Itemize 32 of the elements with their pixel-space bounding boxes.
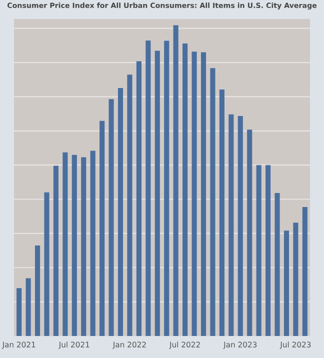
bar: [34, 246, 40, 336]
bar: [274, 193, 280, 336]
bar: [284, 230, 290, 336]
bar: [53, 166, 58, 336]
bar: [293, 222, 298, 336]
bar: [62, 152, 68, 336]
bar: [44, 192, 50, 336]
bar: [210, 68, 216, 336]
bar: [72, 154, 77, 336]
bar: [16, 288, 22, 336]
bar: [81, 157, 86, 336]
bar: [228, 114, 234, 336]
bar: [164, 40, 170, 336]
bar: [247, 130, 252, 336]
bar: [238, 116, 243, 336]
bar: [302, 207, 308, 336]
bar: [136, 61, 142, 336]
bar: [173, 25, 178, 336]
bar: [100, 120, 105, 336]
bar: [154, 50, 160, 336]
bar: [200, 52, 206, 336]
bar: [118, 88, 124, 336]
bar: [146, 40, 151, 336]
bar: [266, 165, 271, 336]
bar: [256, 165, 262, 336]
bar: [127, 74, 132, 336]
bar: [26, 278, 31, 336]
bar: [108, 99, 114, 336]
bar: [90, 150, 96, 336]
bar: [182, 44, 188, 336]
bar: [219, 90, 224, 336]
bar: [192, 52, 197, 336]
